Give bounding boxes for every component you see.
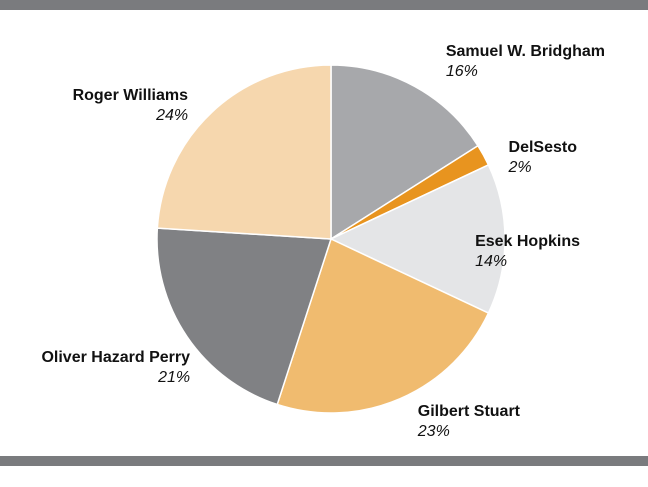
pie-slice-gilbert-stuart — [276, 237, 490, 414]
slice-label-roger-williams: Roger Williams — [73, 87, 189, 104]
pie-slices — [156, 64, 506, 414]
slice-value-roger-williams: 24% — [155, 107, 188, 124]
pie-slice-samuel-w-bridgham — [330, 64, 479, 241]
slice-label-oliver-hazard-perry: Oliver Hazard Perry — [41, 349, 190, 366]
slice-value-gilbert-stuart: 23% — [417, 423, 450, 440]
slice-label-esek-hopkins: Esek Hopkins — [475, 233, 580, 250]
pie-slice-oliver-hazard-perry — [156, 227, 333, 406]
slice-value-samuel-w-bridgham: 16% — [446, 63, 478, 80]
slice-value-delsesto: 2% — [508, 159, 532, 176]
slice-label-gilbert-stuart: Gilbert Stuart — [418, 403, 521, 420]
bottom-rule — [0, 456, 648, 466]
slice-labels: Samuel W. Bridgham 16% DelSesto 2% Esek Hopk… — [41, 43, 605, 440]
slice-label-delsesto: DelSesto — [509, 139, 578, 156]
slice-value-esek-hopkins: 14% — [475, 253, 507, 270]
pie-slice-esek-hopkins — [329, 163, 506, 315]
pie-slice-roger-williams — [156, 64, 332, 240]
top-rule — [0, 0, 648, 10]
slice-label-samuel-w-bridgham: Samuel W. Bridgham — [446, 43, 605, 60]
slice-value-oliver-hazard-perry: 21% — [157, 369, 190, 386]
